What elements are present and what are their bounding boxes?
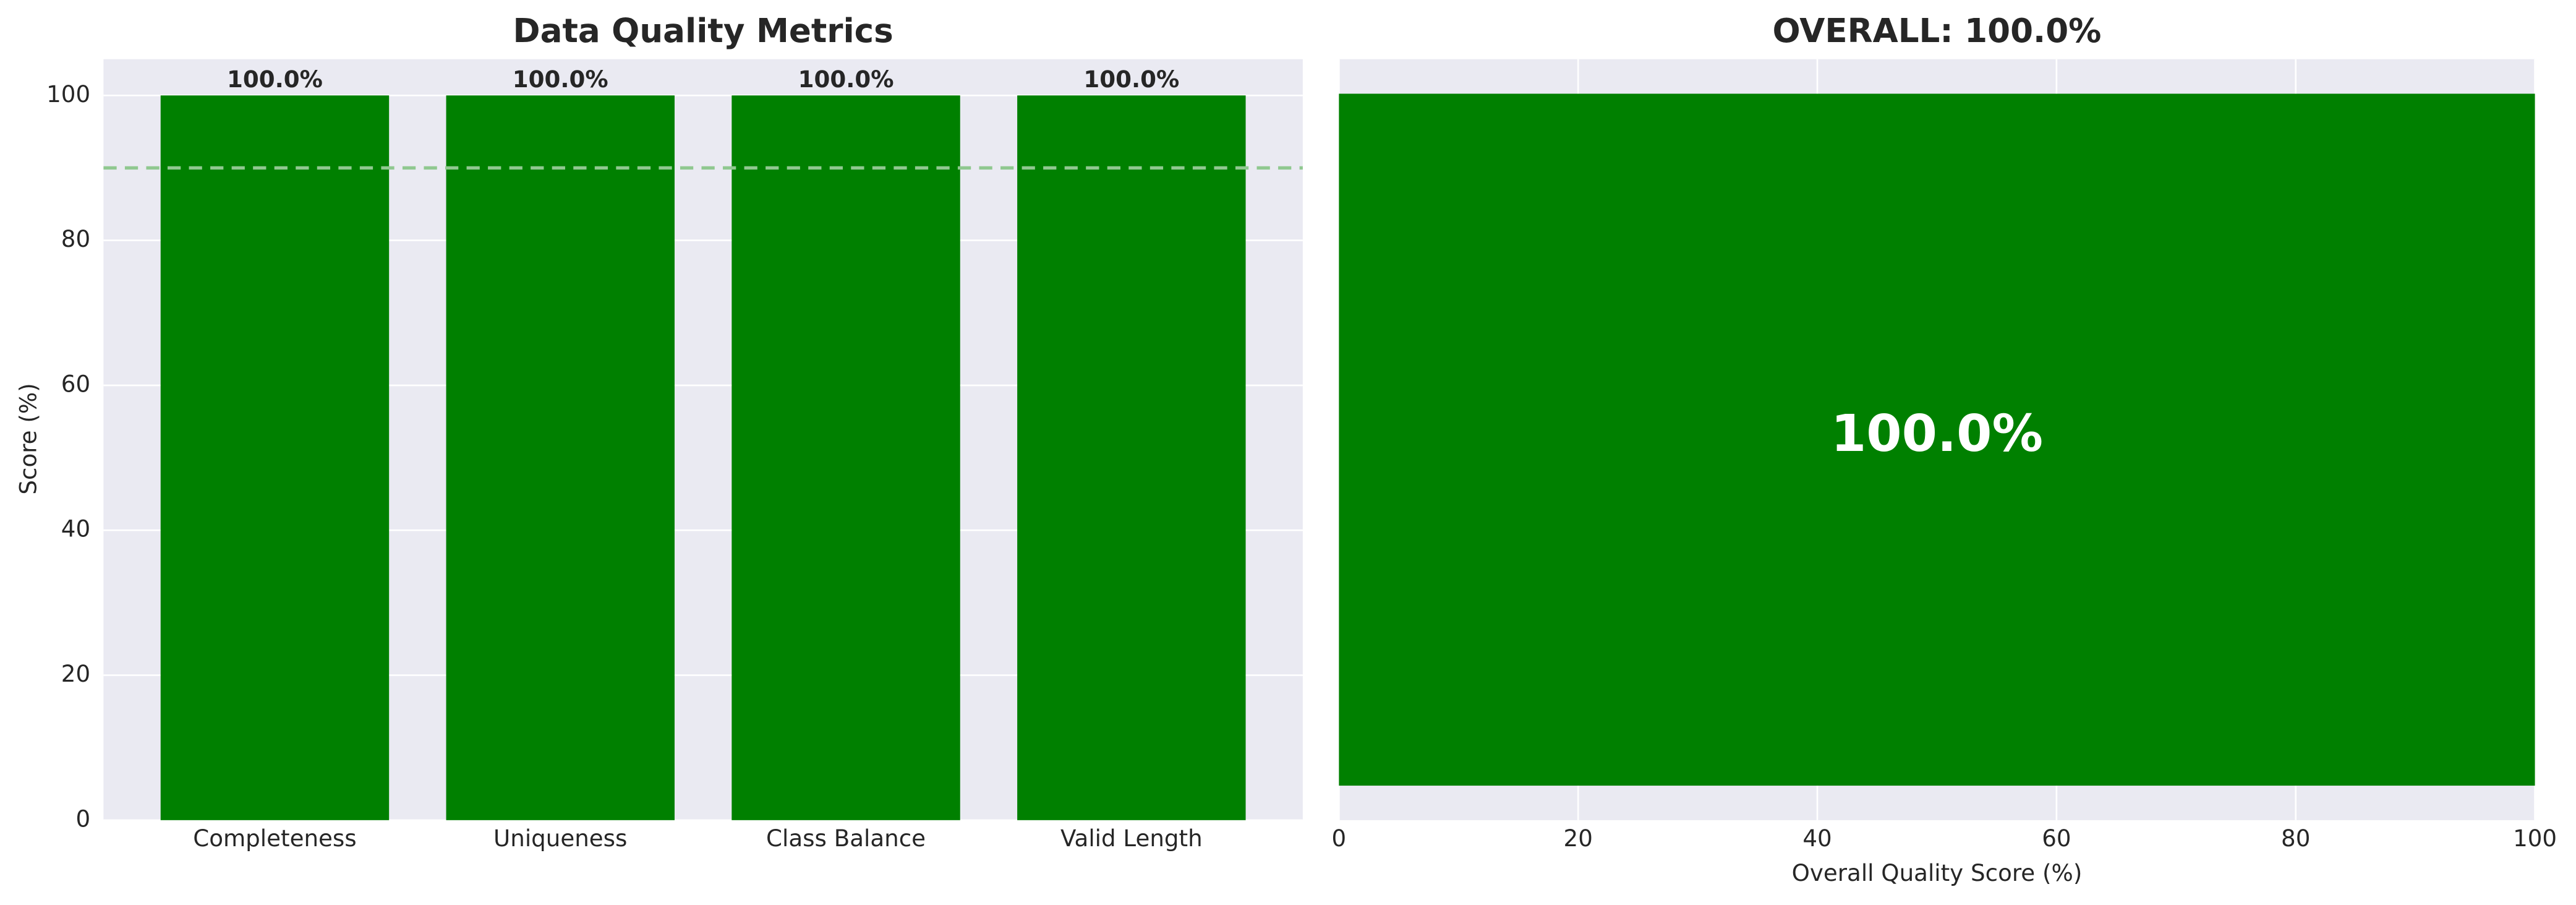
x-tick-label: 100 (2513, 825, 2557, 852)
value-label: 100.0% (227, 66, 323, 93)
x-tick-label: Class Balance (766, 825, 926, 852)
bar (1339, 93, 2535, 786)
y-tick-label: 0 (75, 805, 90, 832)
bar (160, 95, 390, 820)
bar (446, 95, 675, 820)
chart-title: Data Quality Metrics (513, 12, 893, 50)
y-tick-label: 60 (61, 370, 90, 397)
x-tick-label: 80 (2281, 825, 2310, 852)
y-tick-label: 40 (61, 515, 90, 543)
value-label: 100.0% (1083, 66, 1179, 93)
y-tick-label: 20 (61, 660, 90, 687)
y-tick-label: 100 (46, 80, 90, 108)
y-tick-label: 80 (61, 225, 90, 252)
x-tick-label: Uniqueness (493, 825, 627, 852)
x-axis-label: Overall Quality Score (%) (1792, 859, 2083, 886)
x-tick-label: Completeness (193, 825, 356, 852)
value-label: 100.0% (1831, 405, 2043, 463)
x-tick-label: Valid Length (1060, 825, 1203, 852)
bar (731, 95, 960, 820)
x-tick-label: 40 (1802, 825, 1832, 852)
x-tick-label: 20 (1564, 825, 1593, 852)
value-label: 100.0% (513, 66, 608, 93)
bar (1017, 95, 1246, 820)
x-tick-label: 0 (1332, 825, 1347, 852)
chart-title: OVERALL: 100.0% (1773, 12, 2102, 50)
y-axis-label: Score (%) (14, 383, 41, 494)
value-label: 100.0% (798, 66, 894, 93)
x-tick-label: 60 (2042, 825, 2071, 852)
